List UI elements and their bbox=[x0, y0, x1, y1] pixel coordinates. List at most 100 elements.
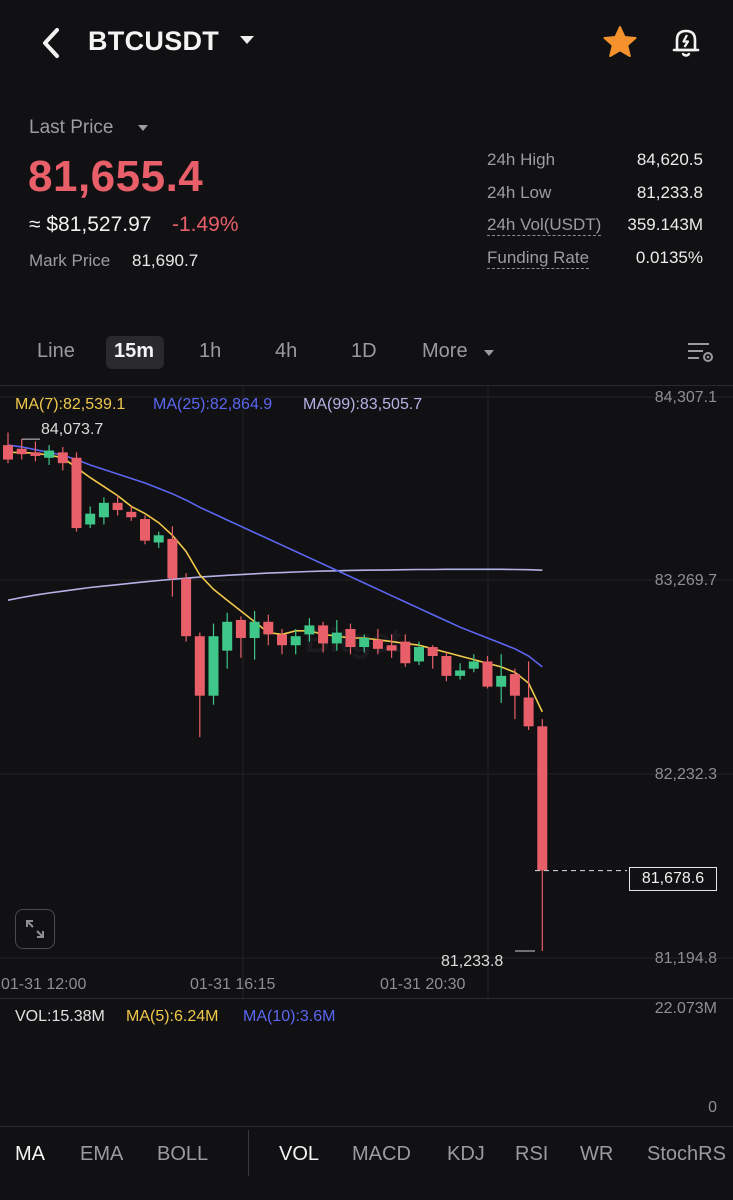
high-24h-value: 84,620.5 bbox=[636, 150, 703, 169]
y-axis-label: 84,307.1 bbox=[654, 389, 717, 406]
y-axis-label: 82,232.3 bbox=[654, 766, 717, 783]
candle-body bbox=[235, 619, 246, 639]
funding-rate-label[interactable]: Funding Rate bbox=[487, 248, 590, 269]
candle-body bbox=[3, 445, 13, 460]
ma99-legend: MA(99):83,505.7 bbox=[303, 396, 423, 413]
candle-body bbox=[523, 697, 534, 727]
funding-rate-value: 0.0135% bbox=[635, 248, 703, 267]
active-tab-highlight bbox=[106, 336, 164, 369]
mark-price-label: Mark Price bbox=[29, 251, 111, 270]
indicator-ema[interactable]: EMA bbox=[80, 1143, 124, 1165]
candle-body bbox=[496, 675, 507, 687]
x-axis-label: 01-31 12:00 bbox=[1, 976, 87, 993]
volume-ma10-legend: MA(10):3.6M bbox=[243, 1008, 336, 1025]
candle-body bbox=[249, 621, 260, 639]
candle-body bbox=[112, 502, 123, 511]
high-annotation: 84,073.7 bbox=[41, 421, 104, 438]
indicator-wr[interactable]: WR bbox=[580, 1143, 614, 1165]
indicator-separator bbox=[248, 1130, 249, 1176]
volume-axis-max: 22.073M bbox=[654, 1000, 717, 1017]
candle-body bbox=[181, 578, 192, 637]
ma25-line bbox=[7, 444, 543, 668]
indicator-macd[interactable]: MACD bbox=[352, 1143, 411, 1165]
candle-body bbox=[509, 674, 520, 696]
fullscreen-expand-icon[interactable] bbox=[15, 909, 55, 949]
last-price-label[interactable]: Last Price bbox=[29, 117, 114, 138]
divider bbox=[0, 1126, 733, 1127]
low-annotation: 81,233.8 bbox=[441, 953, 504, 970]
tab-1d[interactable]: 1D bbox=[351, 340, 377, 362]
x-axis-label: 01-31 20:30 bbox=[380, 976, 466, 993]
candlestick-chart[interactable]: Bitget bbox=[0, 386, 733, 1000]
x-axis-label: 01-31 16:15 bbox=[190, 976, 276, 993]
y-axis-label: 81,194.8 bbox=[654, 950, 717, 967]
candle-body bbox=[71, 457, 82, 529]
indicator-boll[interactable]: BOLL bbox=[157, 1143, 209, 1165]
ma7-legend: MA(7):82,539.1 bbox=[15, 396, 126, 413]
divider bbox=[0, 385, 733, 386]
ma99-line bbox=[7, 568, 543, 601]
tab-1h[interactable]: 1h bbox=[199, 340, 222, 362]
volume-24h-label[interactable]: 24h Vol(USDT) bbox=[487, 215, 602, 236]
candle-body bbox=[44, 450, 55, 458]
current-price-tag: 81,678.6 bbox=[629, 867, 717, 891]
candle-body bbox=[290, 636, 301, 646]
high-24h-label: 24h High bbox=[487, 150, 556, 169]
ma25-legend: MA(25):82,864.9 bbox=[153, 396, 273, 413]
candle-body bbox=[441, 656, 452, 676]
price-change-percent: -1.49% bbox=[172, 213, 239, 236]
candle-body bbox=[345, 629, 356, 648]
candle-body bbox=[359, 638, 370, 648]
candle-body bbox=[468, 661, 479, 669]
candle-body bbox=[222, 621, 233, 651]
tab-4h[interactable]: 4h bbox=[275, 340, 298, 362]
tab-15m[interactable]: 15m bbox=[114, 340, 155, 362]
last-price-value: 81,655.4 bbox=[28, 152, 204, 201]
candle-body bbox=[386, 645, 397, 651]
ma7-line bbox=[8, 451, 544, 713]
divider bbox=[0, 998, 733, 999]
favorite-star-icon[interactable] bbox=[602, 24, 638, 60]
candle-body bbox=[427, 647, 438, 657]
more-dropdown-caret-icon[interactable] bbox=[484, 350, 494, 356]
mark-price-value: 81,690.7 bbox=[132, 251, 199, 270]
candle-body bbox=[208, 636, 219, 696]
candle-body bbox=[537, 726, 548, 871]
candle-body bbox=[414, 647, 424, 662]
candle-body bbox=[400, 641, 411, 664]
tab-more[interactable]: More bbox=[422, 340, 468, 362]
last-price-dropdown-icon[interactable] bbox=[138, 125, 148, 131]
candle-body bbox=[482, 661, 493, 687]
low-24h-label: 24h Low bbox=[487, 183, 552, 202]
volume-ma5-legend: MA(5):6.24M bbox=[126, 1008, 219, 1025]
candle-body bbox=[194, 636, 205, 696]
candle-body bbox=[318, 625, 329, 644]
candle-body bbox=[98, 502, 109, 518]
indicator-stochrsi[interactable]: StochRS bbox=[647, 1143, 726, 1165]
candle-body bbox=[85, 513, 96, 525]
indicator-kdj[interactable]: KDJ bbox=[447, 1143, 485, 1165]
low-24h-value: 81,233.8 bbox=[636, 183, 703, 202]
trading-pair-title[interactable]: BTCUSDT bbox=[88, 26, 220, 56]
indicator-ma[interactable]: MA bbox=[15, 1143, 45, 1165]
usd-approx-price: ≈ $81,527.97 bbox=[29, 213, 152, 236]
tab-line[interactable]: Line bbox=[37, 340, 75, 362]
candle-body bbox=[30, 452, 41, 456]
candle-body bbox=[372, 639, 383, 649]
back-arrow-icon[interactable] bbox=[36, 26, 66, 60]
indicator-vol[interactable]: VOL bbox=[279, 1143, 320, 1165]
candle-body bbox=[140, 519, 150, 541]
candle-body bbox=[304, 625, 315, 635]
chart-settings-icon[interactable] bbox=[687, 341, 715, 365]
candle-body bbox=[455, 670, 466, 676]
candle-body bbox=[126, 511, 137, 518]
candle-body bbox=[16, 448, 27, 455]
volume-axis-min: 0 bbox=[708, 1099, 717, 1116]
volume-legend: VOL:15.38M bbox=[15, 1008, 105, 1025]
price-alert-bell-icon[interactable] bbox=[668, 24, 704, 60]
candle-body bbox=[331, 632, 342, 644]
pair-dropdown-caret-icon[interactable] bbox=[240, 36, 254, 44]
candle-body bbox=[153, 535, 164, 543]
candle-body bbox=[167, 538, 178, 579]
indicator-rsi[interactable]: RSI bbox=[515, 1143, 549, 1165]
